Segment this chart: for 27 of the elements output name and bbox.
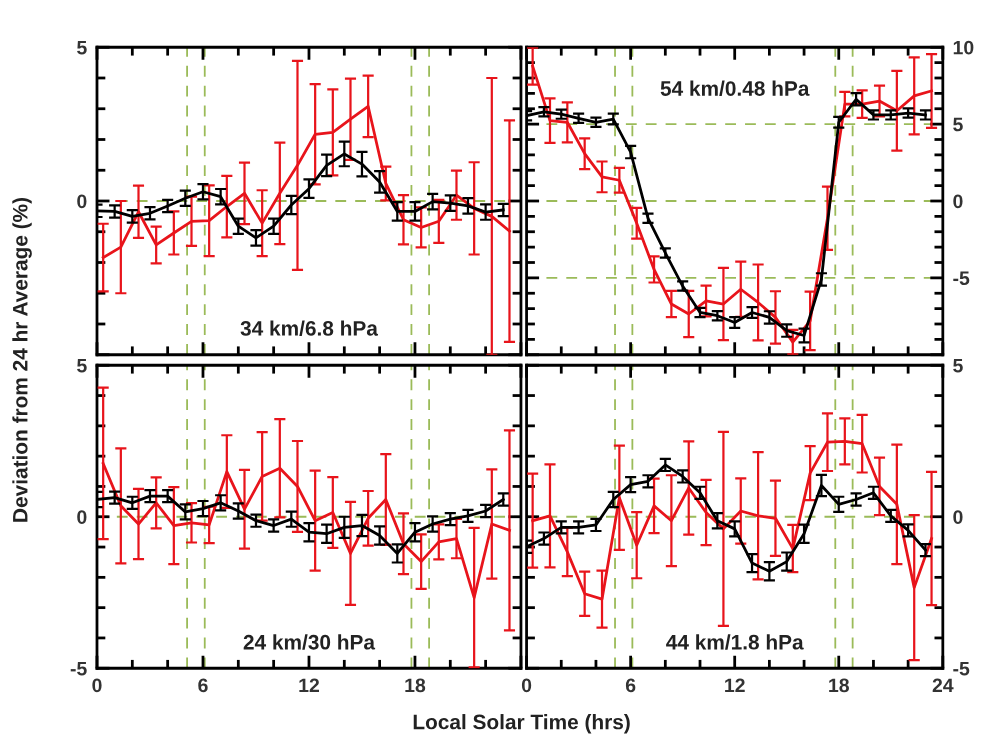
y-tick-label: 5 <box>77 40 87 55</box>
annotation: 34 km/6.8 hPa <box>240 320 379 336</box>
y-tick-label: 0 <box>953 510 963 524</box>
x-tick-label: 12 <box>725 678 745 693</box>
x-tick-label: 0 <box>521 678 532 693</box>
y-tick-label: 0 <box>77 510 87 524</box>
y-tick-label: 5 <box>953 358 963 373</box>
y-tick-label: 0 <box>77 194 87 209</box>
y-tick-label: 0 <box>953 194 963 209</box>
y-tick-label: -5 <box>953 271 970 286</box>
x-axis-title: Local Solar Time (hrs) <box>413 714 630 734</box>
y-tick-label: -5 <box>70 661 87 676</box>
y-axis-title: Deviation from 24 hr Average (%) <box>12 197 32 522</box>
x-tick-label: 18 <box>829 678 849 693</box>
x-tick-label: 24 <box>932 678 954 693</box>
annotation: 24 km/30 hPa <box>243 634 376 650</box>
x-tick-label: 6 <box>198 678 208 693</box>
y-tick-label: 5 <box>953 117 963 132</box>
x-tick-label: 6 <box>625 678 636 693</box>
annotation: 54 km/0.48 hPa <box>660 80 810 97</box>
y-tick-label: -5 <box>953 661 970 676</box>
annotation: 44 km/1.8 hPa <box>666 634 804 650</box>
x-tick-label: 0 <box>92 678 102 693</box>
y-tick-label: 5 <box>77 358 87 373</box>
x-tick-label: 18 <box>405 678 426 693</box>
x-tick-label: 12 <box>299 678 320 693</box>
y-tick-label: 10 <box>953 40 974 55</box>
